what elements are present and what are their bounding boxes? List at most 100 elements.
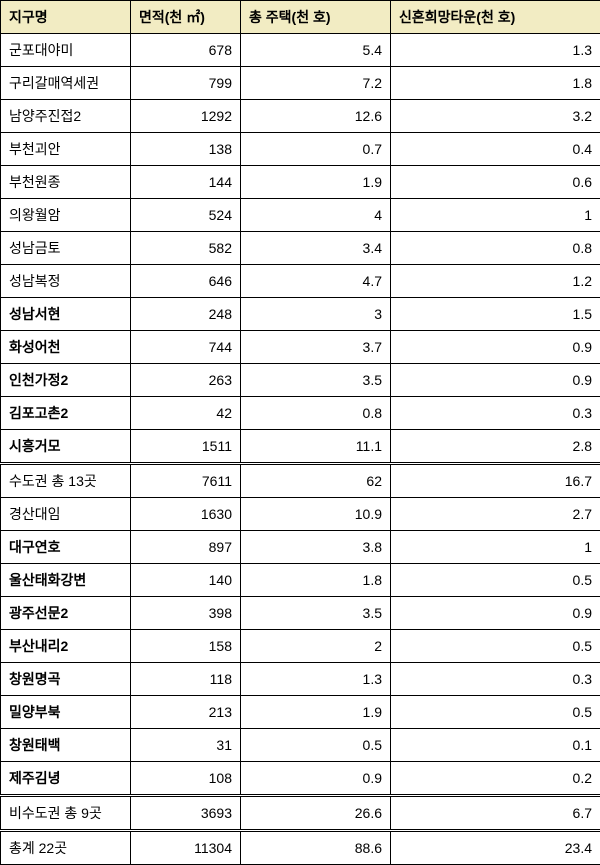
header-area: 면적(천 ㎡) <box>131 1 241 34</box>
district-name-cell: 성남복정 <box>1 265 131 298</box>
total-housing-cell: 3 <box>241 298 391 331</box>
total-housing-cell: 3.5 <box>241 364 391 397</box>
district-name-cell: 성남금토 <box>1 232 131 265</box>
table-row: 성남서현24831.5 <box>1 298 600 331</box>
area-cell: 7611 <box>131 464 241 498</box>
table-row: 밀양부북2131.90.5 <box>1 696 600 729</box>
newlywed-town-cell: 0.5 <box>391 630 600 663</box>
table-row: 울산태화강변1401.80.5 <box>1 564 600 597</box>
newlywed-town-cell: 0.5 <box>391 696 600 729</box>
district-name-cell: 의왕월암 <box>1 199 131 232</box>
table-row: 부천원종1441.90.6 <box>1 166 600 199</box>
area-cell: 3693 <box>131 796 241 831</box>
area-cell: 1292 <box>131 100 241 133</box>
newlywed-town-cell: 1.5 <box>391 298 600 331</box>
header-total-housing: 총 주택(천 호) <box>241 1 391 34</box>
district-name-cell: 부산내리2 <box>1 630 131 663</box>
newlywed-town-cell: 0.4 <box>391 133 600 166</box>
newlywed-town-cell: 0.6 <box>391 166 600 199</box>
area-cell: 897 <box>131 531 241 564</box>
table-row: 인천가정22633.50.9 <box>1 364 600 397</box>
district-name-cell: 수도권 총 13곳 <box>1 464 131 498</box>
newlywed-town-cell: 3.2 <box>391 100 600 133</box>
district-name-cell: 부천원종 <box>1 166 131 199</box>
newlywed-town-cell: 0.9 <box>391 364 600 397</box>
table-row: 남양주진접2129212.63.2 <box>1 100 600 133</box>
table-row: 김포고촌2420.80.3 <box>1 397 600 430</box>
area-cell: 140 <box>131 564 241 597</box>
total-housing-cell: 1.3 <box>241 663 391 696</box>
table-row: 부산내리215820.5 <box>1 630 600 663</box>
district-name-cell: 화성어천 <box>1 331 131 364</box>
district-name-cell: 창원태백 <box>1 729 131 762</box>
newlywed-town-cell: 1 <box>391 531 600 564</box>
area-cell: 11304 <box>131 831 241 865</box>
header-newlywed-town: 신혼희망타운(천 호) <box>391 1 600 34</box>
table-header-row: 지구명 면적(천 ㎡) 총 주택(천 호) 신혼희망타운(천 호) <box>1 1 600 34</box>
district-name-cell: 제주김녕 <box>1 762 131 796</box>
district-name-cell: 시흥거모 <box>1 430 131 464</box>
total-housing-cell: 26.6 <box>241 796 391 831</box>
newlywed-town-cell: 1.2 <box>391 265 600 298</box>
district-name-cell: 군포대야미 <box>1 34 131 67</box>
table-row: 군포대야미6785.41.3 <box>1 34 600 67</box>
area-cell: 1630 <box>131 498 241 531</box>
table-row: 성남복정6464.71.2 <box>1 265 600 298</box>
area-cell: 524 <box>131 199 241 232</box>
area-cell: 144 <box>131 166 241 199</box>
table-row: 경산대임163010.92.7 <box>1 498 600 531</box>
table-row: 비수도권 총 9곳369326.66.7 <box>1 796 600 831</box>
total-housing-cell: 88.6 <box>241 831 391 865</box>
table-row: 창원명곡1181.30.3 <box>1 663 600 696</box>
district-name-cell: 김포고촌2 <box>1 397 131 430</box>
table-row: 구리갈매역세권7997.21.8 <box>1 67 600 100</box>
table-row: 화성어천7443.70.9 <box>1 331 600 364</box>
total-housing-cell: 62 <box>241 464 391 498</box>
newlywed-town-cell: 1.8 <box>391 67 600 100</box>
housing-district-table: 지구명 면적(천 ㎡) 총 주택(천 호) 신혼희망타운(천 호) 군포대야미6… <box>0 0 600 865</box>
total-housing-cell: 0.7 <box>241 133 391 166</box>
total-housing-cell: 3.4 <box>241 232 391 265</box>
header-district: 지구명 <box>1 1 131 34</box>
table-row: 의왕월암52441 <box>1 199 600 232</box>
district-name-cell: 인천가정2 <box>1 364 131 397</box>
area-cell: 1511 <box>131 430 241 464</box>
total-housing-cell: 0.5 <box>241 729 391 762</box>
table-row: 총계 22곳1130488.623.4 <box>1 831 600 865</box>
newlywed-town-cell: 16.7 <box>391 464 600 498</box>
total-housing-cell: 4 <box>241 199 391 232</box>
total-housing-cell: 3.8 <box>241 531 391 564</box>
district-name-cell: 비수도권 총 9곳 <box>1 796 131 831</box>
newlywed-town-cell: 0.5 <box>391 564 600 597</box>
total-housing-cell: 1.9 <box>241 696 391 729</box>
district-name-cell: 울산태화강변 <box>1 564 131 597</box>
district-name-cell: 대구연호 <box>1 531 131 564</box>
newlywed-town-cell: 0.8 <box>391 232 600 265</box>
table-row: 성남금토5823.40.8 <box>1 232 600 265</box>
district-name-cell: 성남서현 <box>1 298 131 331</box>
area-cell: 799 <box>131 67 241 100</box>
table-row: 부천괴안1380.70.4 <box>1 133 600 166</box>
total-housing-cell: 5.4 <box>241 34 391 67</box>
total-housing-cell: 12.6 <box>241 100 391 133</box>
newlywed-town-cell: 6.7 <box>391 796 600 831</box>
district-name-cell: 구리갈매역세권 <box>1 67 131 100</box>
newlywed-town-cell: 1.3 <box>391 34 600 67</box>
table-row: 시흥거모151111.12.8 <box>1 430 600 464</box>
district-name-cell: 부천괴안 <box>1 133 131 166</box>
total-housing-cell: 4.7 <box>241 265 391 298</box>
newlywed-town-cell: 23.4 <box>391 831 600 865</box>
area-cell: 646 <box>131 265 241 298</box>
district-name-cell: 밀양부북 <box>1 696 131 729</box>
table-row: 수도권 총 13곳76116216.7 <box>1 464 600 498</box>
area-cell: 744 <box>131 331 241 364</box>
table-row: 대구연호8973.81 <box>1 531 600 564</box>
area-cell: 398 <box>131 597 241 630</box>
area-cell: 158 <box>131 630 241 663</box>
total-housing-cell: 1.9 <box>241 166 391 199</box>
table-row: 제주김녕1080.90.2 <box>1 762 600 796</box>
total-housing-cell: 2 <box>241 630 391 663</box>
newlywed-town-cell: 0.9 <box>391 597 600 630</box>
district-name-cell: 창원명곡 <box>1 663 131 696</box>
area-cell: 31 <box>131 729 241 762</box>
